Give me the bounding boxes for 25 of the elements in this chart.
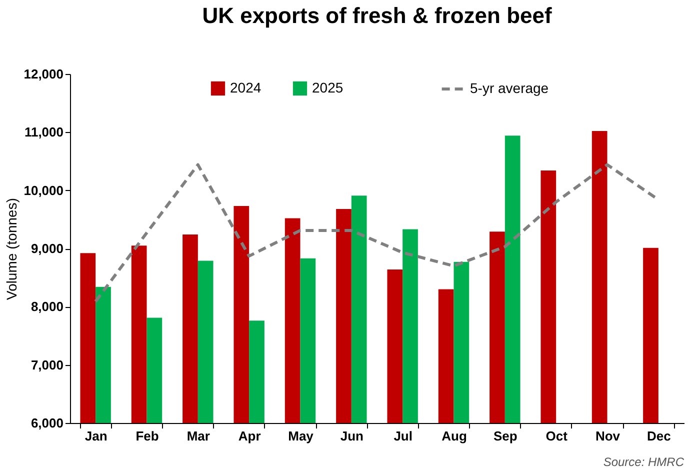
chart-title: UK exports of fresh & frozen beef (202, 3, 552, 28)
y-tick-label: 10,000 (24, 182, 64, 198)
x-tick-label: Nov (595, 428, 621, 444)
y-tick-label: 8,000 (30, 299, 64, 314)
x-tick-label: Oct (546, 428, 568, 444)
x-tick-label: Jan (84, 428, 108, 444)
y-tick-label: 11,000 (24, 124, 64, 140)
x-tick-label: Apr (238, 428, 261, 444)
y-tick-label: 7,000 (30, 357, 64, 372)
x-tick-label: Feb (136, 428, 159, 444)
y-tick-label: 12,000 (24, 66, 64, 82)
x-tick-label: Aug (442, 428, 467, 444)
x-tick-label: Jul (394, 428, 412, 444)
y-tick-label: 6,000 (30, 416, 64, 430)
source-note: Source: HMRC (603, 455, 684, 469)
y-tick-label: 9,000 (30, 241, 64, 256)
x-tick-label: Mar (186, 428, 210, 444)
legend-label: 5-yr average (470, 80, 549, 96)
y-axis-title: Volume (tonnes) (4, 198, 20, 300)
x-tick-label: Sep (493, 428, 518, 444)
legend-label: 2024 (230, 79, 262, 96)
x-tick-label: Dec (646, 428, 671, 444)
x-tick-label: May (288, 428, 314, 444)
x-tick-label: Jun (340, 428, 364, 444)
legend-label: 2025 (312, 79, 344, 96)
